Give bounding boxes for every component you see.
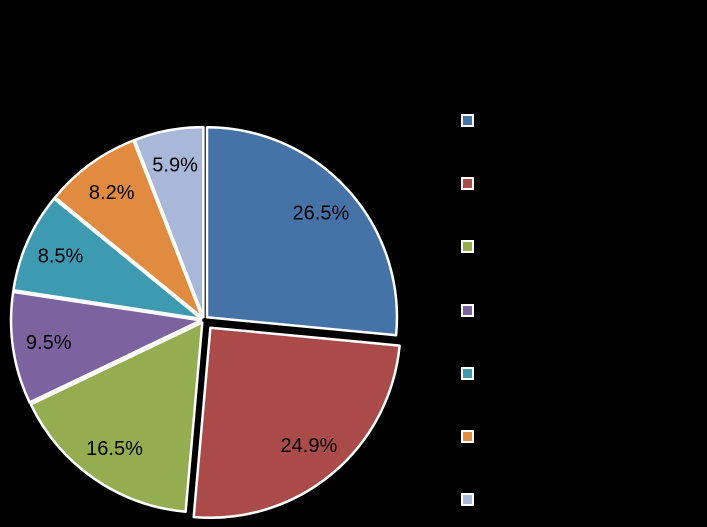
pie-slice-3 bbox=[9, 290, 203, 404]
pie-slice-0 bbox=[205, 126, 399, 337]
pie-slice-4 bbox=[12, 197, 203, 321]
pie-slice-6 bbox=[133, 125, 205, 319]
pie-data-label-2: 16.5% bbox=[86, 438, 143, 460]
pie-slice-5 bbox=[53, 139, 204, 319]
pie-slice-1 bbox=[192, 326, 401, 519]
pie-slice-2 bbox=[29, 321, 204, 513]
pie-data-label-1: 24.9% bbox=[281, 435, 338, 457]
pie-data-label-5: 8.2% bbox=[89, 182, 135, 204]
pie-data-label-4: 8.5% bbox=[38, 245, 84, 267]
pie-data-label-6: 5.9% bbox=[152, 155, 198, 177]
pie-data-label-3: 9.5% bbox=[26, 332, 72, 354]
pie-data-label-0: 26.5% bbox=[293, 203, 350, 225]
